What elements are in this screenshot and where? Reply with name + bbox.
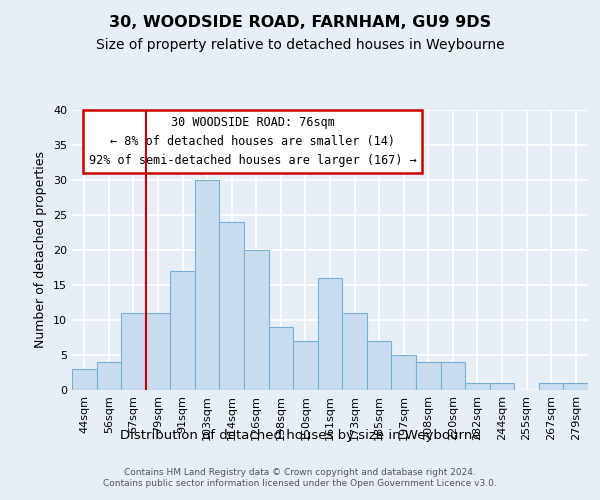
Text: 30 WOODSIDE ROAD: 76sqm
← 8% of detached houses are smaller (14)
92% of semi-det: 30 WOODSIDE ROAD: 76sqm ← 8% of detached… bbox=[89, 116, 416, 166]
Bar bbox=[220, 222, 244, 390]
Bar bbox=[195, 180, 220, 390]
Y-axis label: Number of detached properties: Number of detached properties bbox=[34, 152, 47, 348]
Text: 30, WOODSIDE ROAD, FARNHAM, GU9 9DS: 30, WOODSIDE ROAD, FARNHAM, GU9 9DS bbox=[109, 15, 491, 30]
Text: Distribution of detached houses by size in Weybourne: Distribution of detached houses by size … bbox=[120, 428, 480, 442]
Text: Contains HM Land Registry data © Crown copyright and database right 2024.
Contai: Contains HM Land Registry data © Crown c… bbox=[103, 468, 497, 487]
Bar bbox=[97, 362, 121, 390]
Bar bbox=[490, 383, 514, 390]
Bar bbox=[269, 327, 293, 390]
Bar bbox=[367, 341, 391, 390]
Bar bbox=[170, 271, 195, 390]
Bar bbox=[539, 383, 563, 390]
Bar bbox=[465, 383, 490, 390]
Bar bbox=[342, 313, 367, 390]
Bar bbox=[440, 362, 465, 390]
Bar bbox=[121, 313, 146, 390]
Bar bbox=[293, 341, 318, 390]
Bar bbox=[318, 278, 342, 390]
Bar bbox=[244, 250, 269, 390]
Text: Size of property relative to detached houses in Weybourne: Size of property relative to detached ho… bbox=[95, 38, 505, 52]
Bar bbox=[391, 355, 416, 390]
Bar bbox=[72, 369, 97, 390]
Bar bbox=[146, 313, 170, 390]
Bar bbox=[416, 362, 440, 390]
Bar bbox=[563, 383, 588, 390]
